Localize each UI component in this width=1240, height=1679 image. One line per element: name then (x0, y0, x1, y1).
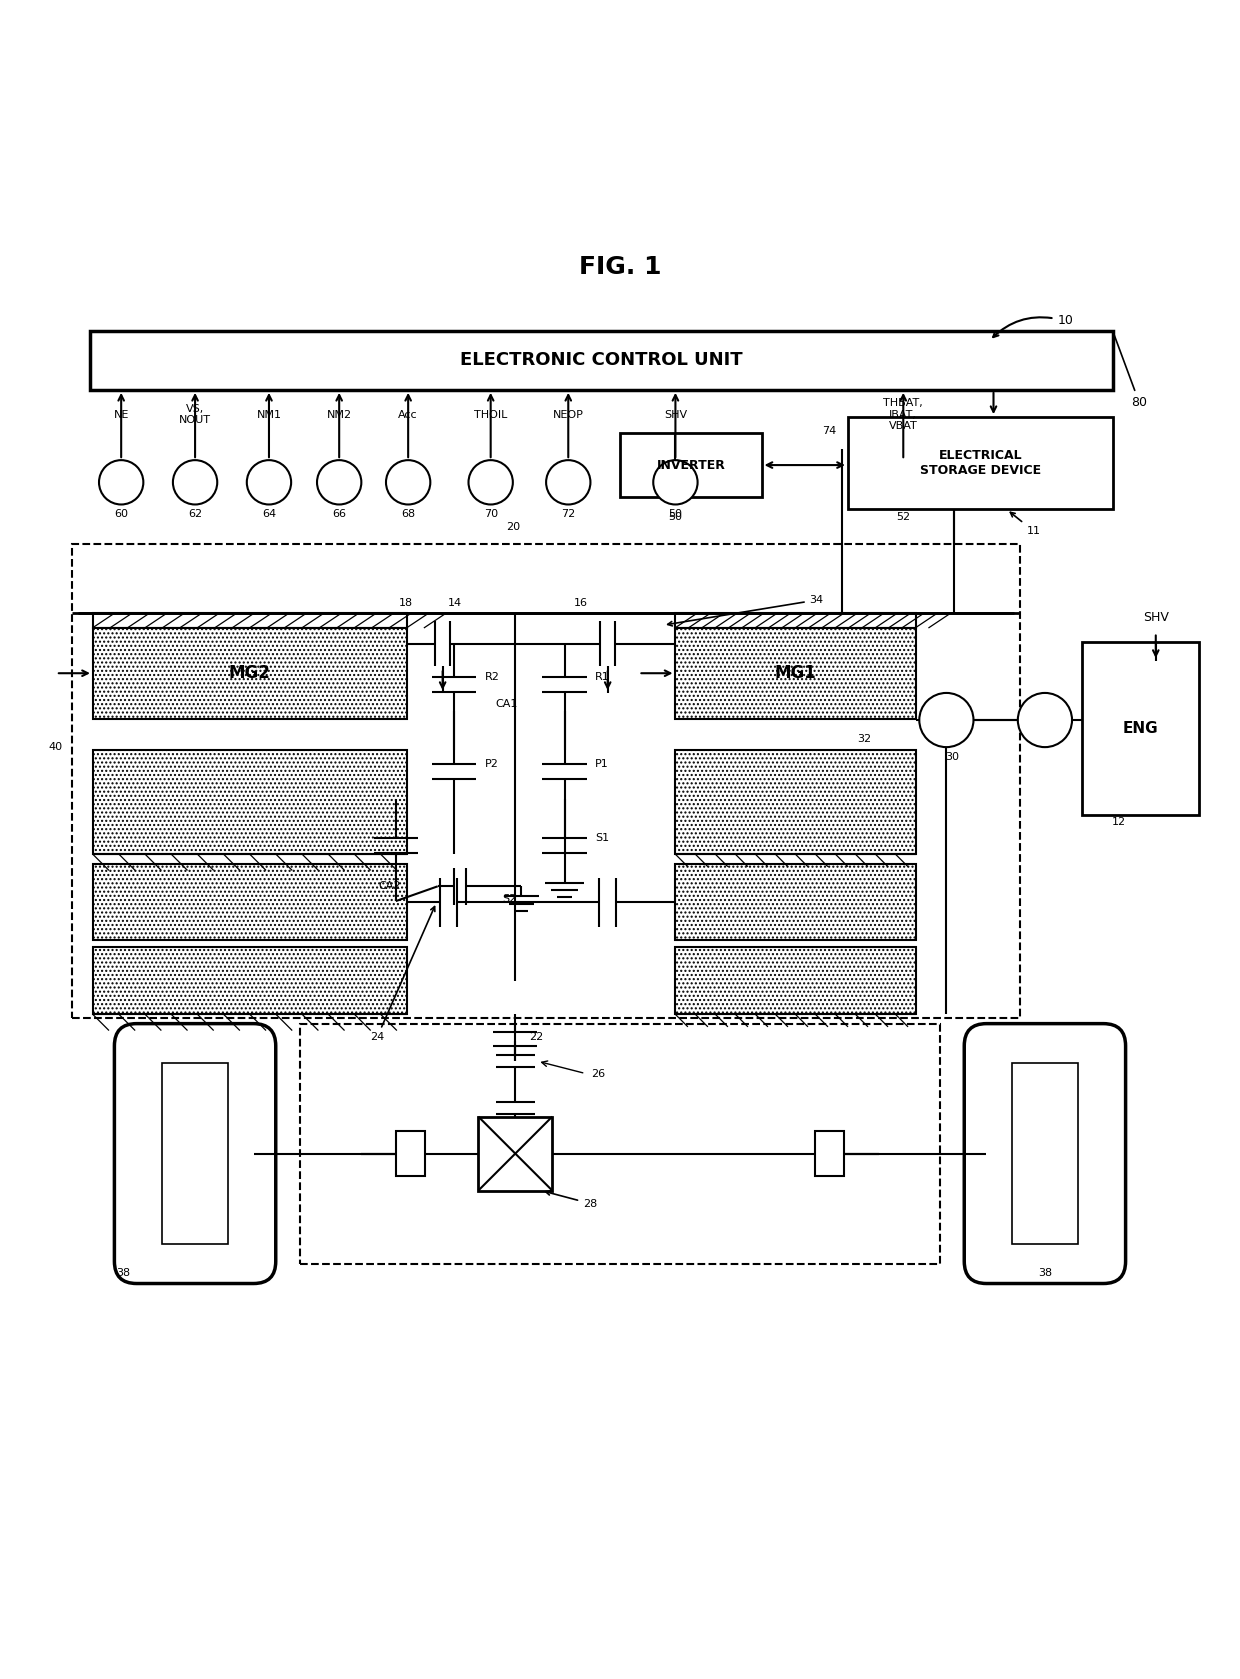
Bar (1081, 643, 1199, 814)
Bar (93, 749, 407, 855)
Bar (72, 544, 1021, 1017)
Text: 16: 16 (574, 598, 588, 608)
Text: 20: 20 (506, 522, 520, 532)
Text: NE: NE (114, 410, 129, 420)
Text: FIG. 1: FIG. 1 (579, 255, 661, 279)
Text: INVERTER: INVERTER (656, 458, 725, 472)
Text: 28: 28 (546, 1190, 598, 1209)
Text: 18: 18 (398, 598, 413, 608)
Text: R1: R1 (595, 672, 610, 682)
Bar (93, 947, 407, 1014)
Text: SHV: SHV (1143, 611, 1169, 625)
Text: 38: 38 (117, 1268, 130, 1278)
Text: NM1: NM1 (257, 410, 281, 420)
Text: NEOP: NEOP (553, 410, 584, 420)
Text: ELECTRONIC CONTROL UNIT: ELECTRONIC CONTROL UNIT (460, 351, 743, 369)
Text: 66: 66 (332, 509, 346, 519)
Text: 24: 24 (370, 907, 435, 1043)
Bar (676, 865, 915, 940)
Text: 80: 80 (1114, 334, 1147, 408)
FancyBboxPatch shape (965, 1024, 1126, 1283)
Text: 70: 70 (484, 509, 497, 519)
Bar (93, 613, 407, 628)
Text: Acc: Acc (398, 410, 418, 420)
Text: 14: 14 (448, 598, 463, 608)
Text: 10: 10 (993, 314, 1073, 337)
Text: THBAT,
IBAT,
VBAT: THBAT, IBAT, VBAT (883, 398, 923, 432)
Text: 50: 50 (668, 509, 682, 519)
Text: S1: S1 (595, 833, 610, 843)
Bar (93, 628, 407, 719)
Circle shape (247, 460, 291, 504)
Circle shape (172, 460, 217, 504)
Text: 34: 34 (667, 594, 823, 626)
Circle shape (317, 460, 361, 504)
Bar (676, 613, 915, 628)
Text: VS,
NOUT: VS, NOUT (179, 403, 211, 425)
Circle shape (386, 460, 430, 504)
Bar (91, 331, 1112, 390)
Text: CA2: CA2 (378, 881, 401, 892)
Text: NM2: NM2 (326, 410, 352, 420)
Text: 38: 38 (1038, 1268, 1052, 1278)
Bar (1012, 1063, 1078, 1244)
Text: 32: 32 (857, 734, 870, 744)
Text: 72: 72 (562, 509, 575, 519)
Text: R2: R2 (485, 672, 500, 682)
Text: 26: 26 (590, 1068, 605, 1078)
Bar (676, 628, 915, 719)
Circle shape (1018, 693, 1073, 747)
Bar (300, 1024, 940, 1264)
Text: MG2: MG2 (229, 665, 270, 682)
FancyBboxPatch shape (114, 1024, 275, 1283)
Text: 60: 60 (114, 509, 128, 519)
Text: 50: 50 (668, 512, 682, 522)
Text: P2: P2 (485, 759, 498, 769)
Text: ENG: ENG (1122, 722, 1158, 735)
Bar (162, 1063, 228, 1244)
Text: 30: 30 (946, 752, 960, 762)
Bar (93, 865, 407, 940)
Text: 40: 40 (48, 742, 63, 752)
Text: 52: 52 (897, 512, 910, 522)
Text: 64: 64 (262, 509, 277, 519)
Circle shape (653, 460, 698, 504)
Bar (815, 1132, 844, 1175)
Text: P1: P1 (595, 759, 609, 769)
Bar (620, 433, 761, 497)
Circle shape (919, 693, 973, 747)
Bar (396, 1132, 425, 1175)
Bar (676, 947, 915, 1014)
Text: THOIL: THOIL (474, 410, 507, 420)
Text: 11: 11 (1011, 512, 1040, 536)
Text: S2: S2 (502, 893, 516, 903)
Text: 22: 22 (529, 1031, 543, 1041)
Bar (479, 1117, 552, 1190)
Bar (676, 749, 915, 855)
Text: 62: 62 (188, 509, 202, 519)
Text: CA1: CA1 (496, 698, 518, 709)
Text: ELECTRICAL
STORAGE DEVICE: ELECTRICAL STORAGE DEVICE (920, 450, 1040, 477)
Text: 12: 12 (1112, 818, 1126, 828)
Circle shape (469, 460, 513, 504)
Text: 68: 68 (401, 509, 415, 519)
Bar (848, 416, 1112, 509)
Circle shape (99, 460, 144, 504)
Circle shape (546, 460, 590, 504)
Text: 74: 74 (822, 425, 837, 435)
Text: SHV: SHV (663, 410, 687, 420)
Text: MG1: MG1 (775, 665, 816, 682)
